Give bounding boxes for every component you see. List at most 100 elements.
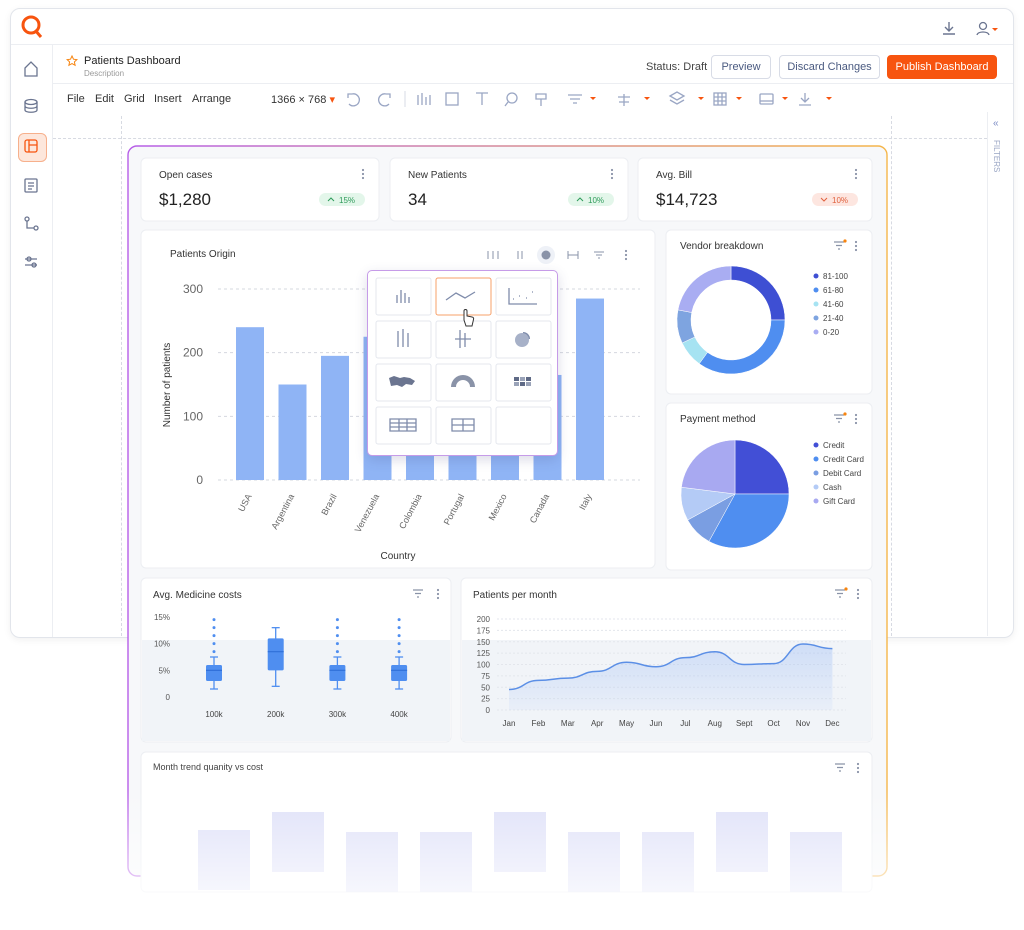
menu-dot <box>856 766 860 770</box>
y-tick-label: 75 <box>481 672 490 681</box>
logo <box>21 15 43 38</box>
trend-arrow <box>820 197 828 202</box>
toolbar-icons[interactable] <box>340 88 840 110</box>
filters-divider <box>987 112 988 636</box>
icon <box>514 382 519 386</box>
outlier <box>397 618 401 622</box>
chart-tool[interactable] <box>594 251 604 259</box>
menu-dot <box>854 168 858 172</box>
user-menu[interactable] <box>975 20 1001 38</box>
chart-title: Payment method <box>680 414 756 425</box>
icon <box>515 333 529 347</box>
trend-arrow <box>576 197 584 202</box>
resolution-select[interactable]: 1366 × 768 ▾ <box>271 93 335 106</box>
outlier <box>212 618 216 622</box>
x-tick-label: 100k <box>205 710 223 719</box>
menu-grid[interactable]: Grid <box>124 93 145 105</box>
chart-tool[interactable] <box>567 251 579 259</box>
legend-swatch <box>813 315 819 321</box>
x-tick-label: Mar <box>561 719 575 728</box>
legend-label: Gift Card <box>823 497 855 506</box>
legend-label: 41-60 <box>823 300 844 309</box>
icon <box>397 329 409 347</box>
menu-dot <box>624 257 628 261</box>
plot-band <box>142 640 450 741</box>
legend-label: 0-20 <box>823 328 840 337</box>
x-tick-label: Sept <box>736 719 753 728</box>
chart-type-option[interactable] <box>495 277 552 316</box>
fade-overlay <box>120 790 900 930</box>
preview-button[interactable]: Preview <box>711 55 771 79</box>
line <box>508 643 833 691</box>
guide-line <box>121 116 122 636</box>
chart-type-option[interactable] <box>435 363 492 402</box>
filter-icon <box>835 763 845 772</box>
download-icon[interactable] <box>940 20 958 38</box>
publish-button[interactable]: Publish Dashboard <box>887 55 997 79</box>
card <box>665 229 873 395</box>
chart-title: Patients Origin <box>170 249 236 260</box>
bar <box>278 384 307 480</box>
icon <box>508 288 537 305</box>
filters-label[interactable]: FILTERS <box>992 140 1001 173</box>
icon <box>520 382 525 386</box>
chart-tool[interactable] <box>487 251 499 259</box>
outlier <box>335 642 339 646</box>
chart-tool[interactable] <box>517 251 523 259</box>
y-tick-label: 300 <box>183 282 203 296</box>
outlier <box>212 650 216 654</box>
y-tick-label: 0 <box>166 693 171 702</box>
legend-label: 21-40 <box>823 314 844 323</box>
menu-dot <box>856 588 860 592</box>
y-tick-label: 50 <box>481 683 490 692</box>
legend-swatch <box>813 287 819 293</box>
menu-arrange[interactable]: Arrange <box>192 93 232 105</box>
x-tick-label: Jan <box>503 719 516 728</box>
card <box>140 157 380 222</box>
trend-arrow <box>327 197 335 202</box>
chevron: ▾ <box>329 94 335 106</box>
outlier <box>397 650 401 654</box>
divider <box>11 44 1013 45</box>
picker-grid <box>368 271 552 445</box>
slice <box>708 493 790 549</box>
chart-type-option[interactable] <box>375 277 432 316</box>
kpi-change: 10% <box>832 196 848 205</box>
y-axis-label: Number of patients <box>162 343 173 428</box>
legend-swatch <box>813 484 819 490</box>
collapse-icon[interactable]: « <box>993 118 999 129</box>
x-tick-label: 300k <box>329 710 347 719</box>
chart-type-option[interactable] <box>495 406 552 445</box>
menu-dot <box>610 176 614 180</box>
chart-type-picker[interactable] <box>367 270 558 456</box>
icon <box>451 375 475 387</box>
filter-dot <box>843 412 847 416</box>
kpi-label: Avg. Bill <box>656 170 692 181</box>
discard-button[interactable]: Discard Changes <box>779 55 880 79</box>
menu-insert[interactable]: Insert <box>154 93 182 105</box>
x-tick-label: Jul <box>680 719 690 728</box>
menu-dot <box>436 596 440 600</box>
y-tick-label: 0 <box>196 473 203 487</box>
menu-dot <box>624 253 628 257</box>
x-tick-label: Dec <box>825 719 839 728</box>
menu-edit[interactable]: Edit <box>95 93 114 105</box>
guide-line <box>53 138 987 139</box>
legend-swatch <box>813 470 819 476</box>
x-tick-label: Jun <box>650 719 663 728</box>
menu-dot <box>361 168 365 172</box>
filter-icon <box>834 414 844 423</box>
favorite-icon[interactable] <box>66 55 78 67</box>
outlier <box>335 634 339 638</box>
sidebar-icons[interactable] <box>10 50 52 280</box>
kpi-badge <box>568 193 614 206</box>
slice <box>681 439 736 495</box>
menu-dot <box>854 240 858 244</box>
x-tick-label: 400k <box>390 710 408 719</box>
legend-label: Debit Card <box>823 469 861 478</box>
menu-dot <box>436 592 440 596</box>
chart-type-option[interactable] <box>375 406 432 445</box>
bar <box>321 355 349 480</box>
outlier <box>212 626 216 630</box>
menu-file[interactable]: File <box>67 93 85 105</box>
